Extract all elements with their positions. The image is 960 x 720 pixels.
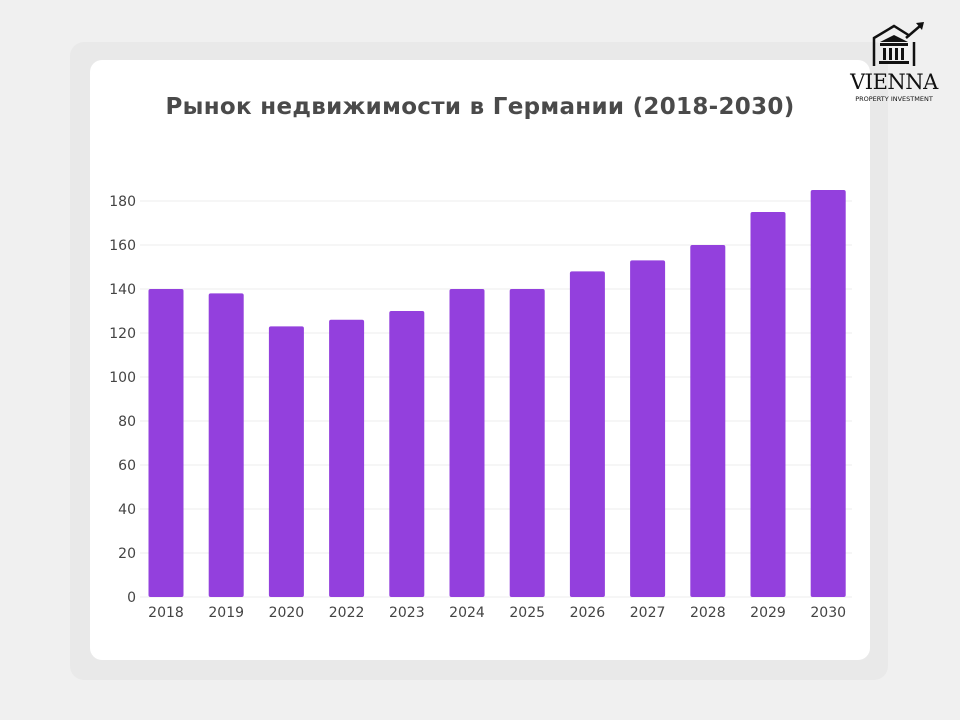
y-tick-label: 140	[109, 282, 136, 298]
x-tick-label: 2026	[570, 605, 606, 621]
y-tick-label: 40	[118, 502, 136, 518]
bar-2030	[810, 190, 846, 597]
x-tick-label: 2027	[630, 605, 666, 621]
y-tick-label: 0	[127, 590, 136, 606]
chart-title: Рынок недвижимости в Германии (2018-2030…	[165, 94, 795, 120]
y-tick-label: 80	[118, 414, 136, 430]
x-tick-label: 2024	[449, 605, 485, 621]
bar-2028	[690, 245, 726, 597]
x-tick-label: 2019	[208, 605, 244, 621]
y-tick-label: 160	[109, 238, 136, 254]
x-tick-label: 2023	[389, 605, 425, 621]
bar-2027	[630, 260, 666, 597]
bar-2020	[268, 326, 304, 597]
bar-2026	[569, 271, 605, 597]
bar-2023	[389, 311, 425, 597]
y-tick-label: 100	[109, 370, 136, 386]
x-tick-label: 2020	[269, 605, 305, 621]
y-tick-label: 60	[118, 458, 136, 474]
bar-2025	[509, 289, 545, 597]
x-tick-label: 2028	[690, 605, 726, 621]
brand-name: VIENNA	[850, 70, 938, 94]
y-tick-label: 20	[118, 546, 136, 562]
bar-2024	[449, 289, 485, 597]
bar-2029	[750, 212, 786, 597]
x-tick-label: 2018	[148, 605, 184, 621]
x-tick-label: 2029	[750, 605, 786, 621]
y-tick-label: 180	[109, 194, 136, 210]
brand-subtitle: PROPERTY INVESTMENT	[855, 95, 933, 103]
y-tick-label: 120	[109, 326, 136, 342]
building-chart-logo-icon	[872, 22, 924, 66]
bar-2019	[208, 293, 244, 597]
x-tick-label: 2025	[509, 605, 545, 621]
x-tick-label: 2030	[810, 605, 846, 621]
x-tick-label: 2022	[329, 605, 365, 621]
bar-2022	[329, 319, 365, 597]
bar-2018	[148, 289, 184, 597]
